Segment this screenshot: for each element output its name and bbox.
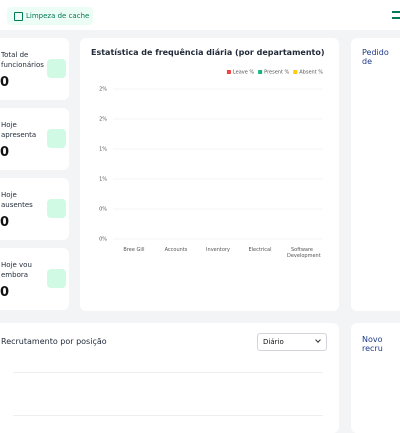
stat-value: 0 (0, 285, 10, 300)
stat-value: 0 (0, 145, 10, 160)
cache-icon (14, 11, 23, 21)
select-value: Diário (263, 338, 284, 346)
y-tick-label: 0% (99, 237, 107, 243)
x-tick-label: Accounts (164, 247, 188, 253)
legend-swatch (258, 70, 263, 74)
menu-icon[interactable] (392, 11, 400, 19)
panel-title: Novo recru (362, 335, 383, 353)
recruitment-panel (0, 323, 339, 433)
grid-line (13, 372, 323, 373)
legend-label: Absent % (299, 70, 323, 76)
stat-label: Hoje apresenta (1, 121, 37, 139)
legend-label: Leave % (233, 70, 254, 76)
x-tick-label: Software Development (287, 247, 321, 259)
legend-label: Present % (264, 70, 289, 76)
stat-value: 0 (0, 75, 10, 90)
attendance-panel (80, 38, 339, 311)
legend-swatch (226, 70, 231, 74)
stat-label: Hoje ausentes (1, 191, 33, 209)
stat-icon (47, 129, 66, 148)
panel-title: Recrutamento por posição (1, 337, 107, 346)
y-tick-label: 1% (99, 147, 107, 153)
panel-title: Pedido de (362, 48, 389, 66)
stat-icon (47, 269, 66, 288)
x-tick-label: Inventory (206, 247, 230, 253)
requests-panel (351, 38, 400, 311)
x-tick-label: Electrical (248, 247, 272, 253)
x-tick-label: Bree Gill (123, 247, 145, 253)
clear-cache-button[interactable]: Limpeza de cache (7, 7, 93, 25)
y-tick-label: 0% (99, 207, 107, 213)
legend-swatch (293, 70, 298, 74)
stat-value: 0 (0, 215, 10, 230)
chart-title: Estatística de frequência diária (por de… (91, 48, 325, 57)
chart: 0% 0% 1% 1% 2% 2% Absent % Present % Leave % (99, 70, 323, 243)
grid-line (13, 415, 323, 416)
period-select[interactable]: Diário (257, 333, 327, 351)
stat-label: Hoje vou embora (1, 261, 32, 279)
y-tick-label: 2% (99, 87, 107, 93)
new-recruits-panel (351, 323, 400, 433)
stat-icon (47, 59, 66, 78)
stat-icon (47, 199, 66, 218)
button-label: Limpeza de cache (26, 12, 90, 20)
chevron (315, 337, 321, 343)
y-tick-label: 1% (99, 177, 107, 183)
y-tick-label: 2% (99, 117, 107, 123)
stat-label: Total de funcionários (1, 51, 44, 69)
